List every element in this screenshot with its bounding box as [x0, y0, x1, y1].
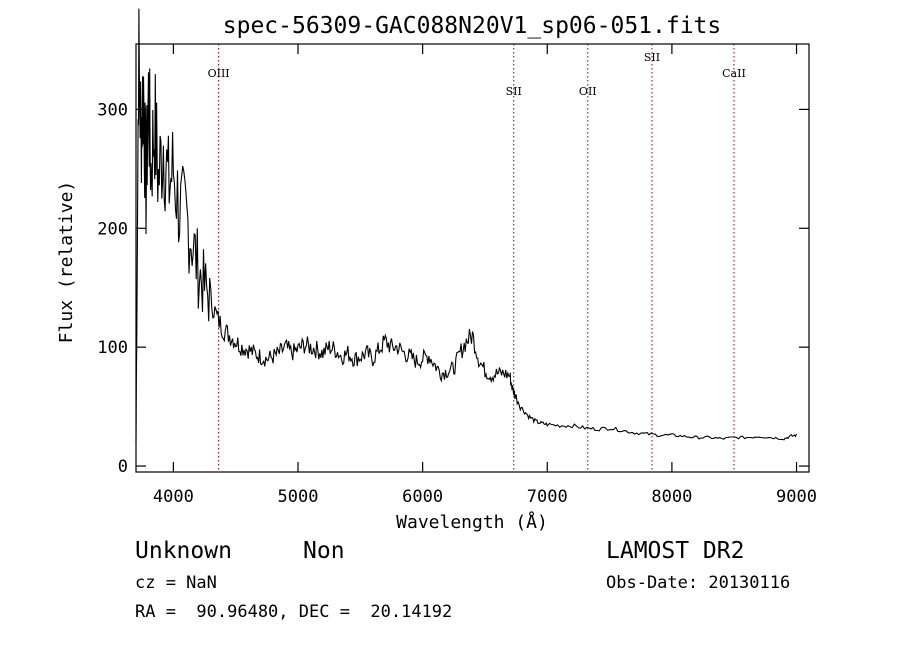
- classification-label: Unknown: [135, 538, 232, 564]
- y-axis-label: Flux (relative): [56, 181, 77, 344]
- x-axis-ticks: 4000 5000 6000 7000 8000 9000: [153, 44, 817, 507]
- y-tick-label-0: 0: [118, 457, 128, 477]
- flux-series-line: [135, 8, 798, 443]
- marker-label-4: CaII: [722, 67, 746, 80]
- x-tick-label-2: 6000: [402, 487, 443, 507]
- y-axis-ticks: 0 100 200 300: [97, 100, 809, 477]
- marker-label-2: OII: [579, 85, 597, 98]
- x-axis-label: Wavelength (Å): [396, 511, 548, 533]
- coordinates-label: RA = 90.96480, DEC = 20.14192: [135, 602, 453, 622]
- line-markers: OIII SII OII SII CaII: [208, 44, 746, 472]
- marker-label-3: SII: [644, 51, 660, 64]
- subclass-label: Non: [303, 538, 345, 564]
- redshift-label: cz = NaN: [135, 573, 217, 593]
- chart-title: spec-56309-GAC088N20V1_sp06-051.fits: [223, 13, 722, 39]
- y-tick-label-3: 300: [97, 100, 128, 120]
- obs-date-label: Obs-Date: 20130116: [606, 573, 791, 593]
- x-tick-label-5: 9000: [776, 487, 817, 507]
- y-tick-label-2: 200: [97, 219, 128, 239]
- x-tick-label-3: 7000: [527, 487, 568, 507]
- x-tick-label-4: 8000: [651, 487, 692, 507]
- y-tick-label-1: 100: [97, 338, 128, 358]
- plot-frame: [135, 43, 810, 473]
- marker-label-1: SII: [506, 85, 522, 98]
- x-tick-label-0: 4000: [153, 487, 194, 507]
- x-tick-label-1: 5000: [278, 487, 319, 507]
- survey-label: LAMOST DR2: [606, 538, 745, 564]
- marker-label-0: OIII: [208, 67, 230, 80]
